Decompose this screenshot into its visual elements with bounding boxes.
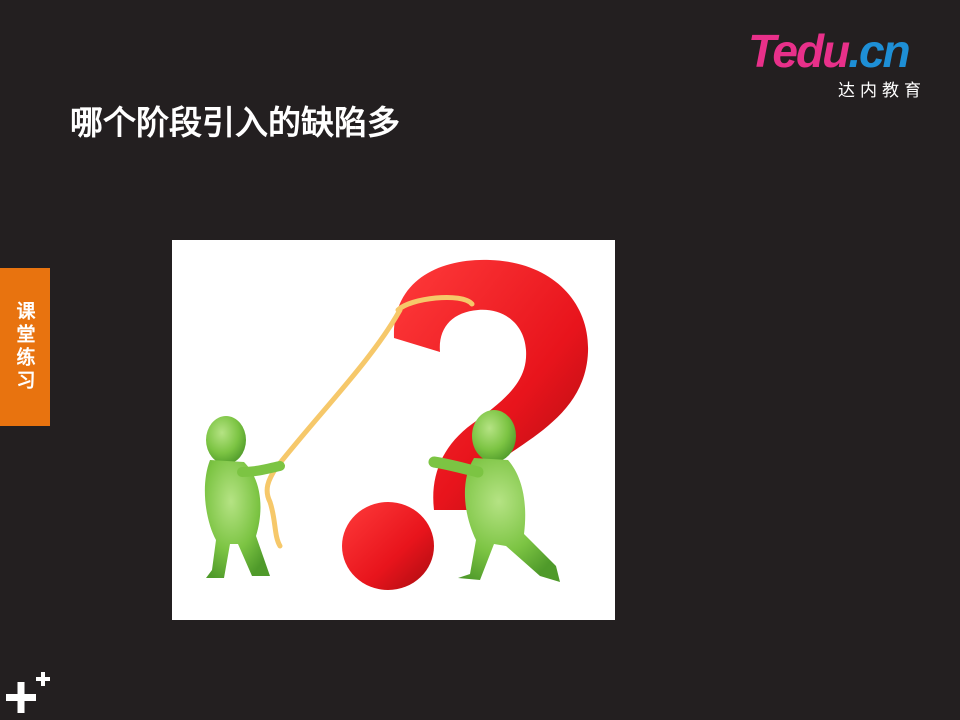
plus-icon [6, 672, 50, 713]
left-figure [204, 416, 285, 578]
logo-subtitle: 达内教育 [838, 81, 926, 101]
tedu-logo: Tedu.cn 达内教育 [748, 25, 928, 101]
question-mark-dot [342, 502, 434, 590]
question-mark-figures-icon [204, 259, 589, 590]
side-tab: 课堂练习 [0, 268, 50, 426]
logo-letter-t: T [748, 25, 774, 77]
question-mark-illustration [172, 240, 615, 620]
side-tab-label: 课堂练习 [13, 301, 36, 393]
right-figure [428, 410, 560, 582]
logo-letters-edu: edu [772, 25, 850, 77]
logo-wordmark: Tedu.cn [748, 25, 911, 77]
question-mark-hook [393, 259, 589, 510]
logo-letters-cn: .cn [848, 25, 910, 77]
slide-title: 哪个阶段引入的缺陷多 [70, 103, 400, 142]
